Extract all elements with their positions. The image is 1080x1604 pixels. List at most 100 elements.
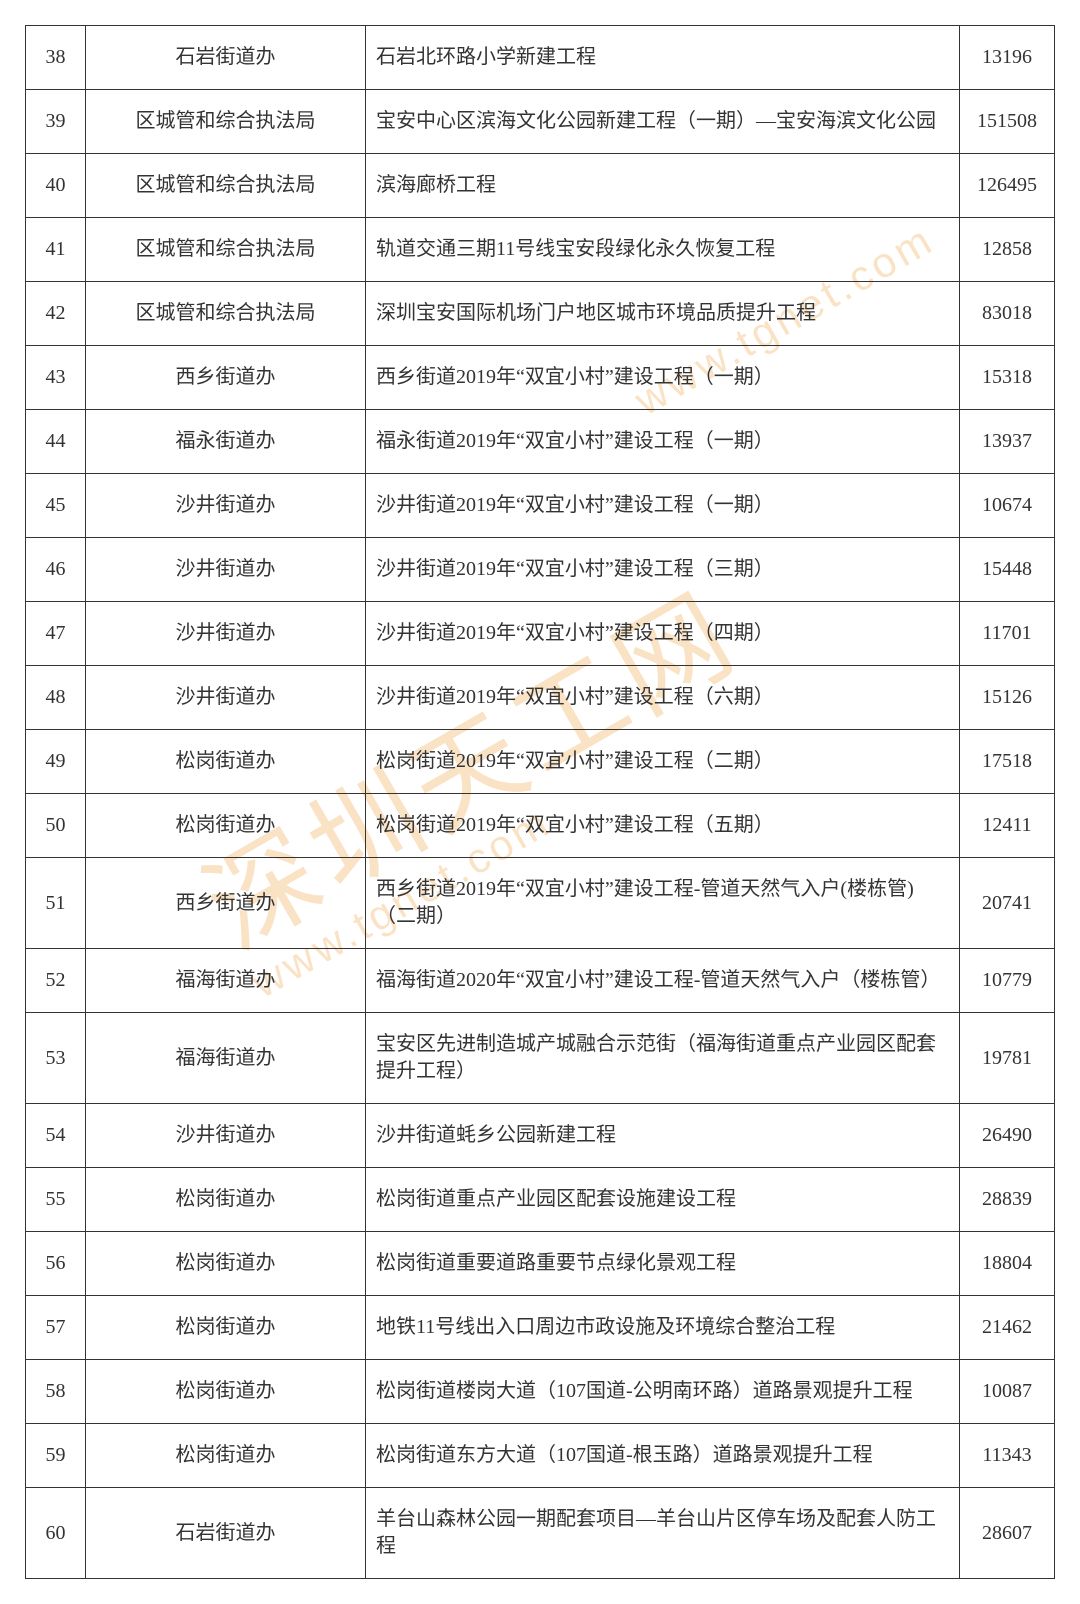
- department-cell: 西乡街道办: [86, 346, 366, 410]
- table-row: 59松岗街道办松岗街道东方大道（107国道-根玉路）道路景观提升工程11343: [26, 1424, 1055, 1488]
- row-number: 46: [26, 538, 86, 602]
- row-number: 41: [26, 218, 86, 282]
- department-cell: 松岗街道办: [86, 1360, 366, 1424]
- value-cell: 12411: [960, 794, 1055, 858]
- project-name-cell: 沙井街道2019年“双宜小村”建设工程（三期）: [366, 538, 960, 602]
- project-name-cell: 宝安区先进制造城产城融合示范街（福海街道重点产业园区配套提升工程）: [366, 1013, 960, 1104]
- value-cell: 17518: [960, 730, 1055, 794]
- value-cell: 18804: [960, 1232, 1055, 1296]
- table-row: 40区城管和综合执法局滨海廊桥工程126495: [26, 154, 1055, 218]
- department-cell: 福永街道办: [86, 410, 366, 474]
- project-name-cell: 轨道交通三期11号线宝安段绿化永久恢复工程: [366, 218, 960, 282]
- department-cell: 沙井街道办: [86, 474, 366, 538]
- table-row: 60石岩街道办羊台山森林公园一期配套项目—羊台山片区停车场及配套人防工程2860…: [26, 1488, 1055, 1579]
- value-cell: 126495: [960, 154, 1055, 218]
- table-row: 42区城管和综合执法局深圳宝安国际机场门户地区城市环境品质提升工程83018: [26, 282, 1055, 346]
- value-cell: 21462: [960, 1296, 1055, 1360]
- row-number: 49: [26, 730, 86, 794]
- project-name-cell: 沙井街道2019年“双宜小村”建设工程（四期）: [366, 602, 960, 666]
- row-number: 42: [26, 282, 86, 346]
- row-number: 44: [26, 410, 86, 474]
- table-row: 51西乡街道办西乡街道2019年“双宜小村”建设工程-管道天然气入户(楼栋管)（…: [26, 858, 1055, 949]
- value-cell: 19781: [960, 1013, 1055, 1104]
- table-row: 49松岗街道办松岗街道2019年“双宜小村”建设工程（二期）17518: [26, 730, 1055, 794]
- department-cell: 沙井街道办: [86, 538, 366, 602]
- project-name-cell: 松岗街道重点产业园区配套设施建设工程: [366, 1168, 960, 1232]
- department-cell: 福海街道办: [86, 949, 366, 1013]
- project-name-cell: 西乡街道2019年“双宜小村”建设工程（一期）: [366, 346, 960, 410]
- value-cell: 10674: [960, 474, 1055, 538]
- row-number: 57: [26, 1296, 86, 1360]
- table-row: 45沙井街道办沙井街道2019年“双宜小村”建设工程（一期）10674: [26, 474, 1055, 538]
- table-row: 55松岗街道办松岗街道重点产业园区配套设施建设工程28839: [26, 1168, 1055, 1232]
- department-cell: 松岗街道办: [86, 1232, 366, 1296]
- department-cell: 松岗街道办: [86, 794, 366, 858]
- table-row: 47沙井街道办沙井街道2019年“双宜小村”建设工程（四期）11701: [26, 602, 1055, 666]
- department-cell: 松岗街道办: [86, 1424, 366, 1488]
- row-number: 54: [26, 1104, 86, 1168]
- value-cell: 28839: [960, 1168, 1055, 1232]
- department-cell: 区城管和综合执法局: [86, 90, 366, 154]
- table-row: 44福永街道办福永街道2019年“双宜小村”建设工程（一期）13937: [26, 410, 1055, 474]
- row-number: 39: [26, 90, 86, 154]
- table-row: 54沙井街道办沙井街道蚝乡公园新建工程26490: [26, 1104, 1055, 1168]
- value-cell: 15318: [960, 346, 1055, 410]
- department-cell: 福海街道办: [86, 1013, 366, 1104]
- value-cell: 13937: [960, 410, 1055, 474]
- department-cell: 松岗街道办: [86, 1296, 366, 1360]
- value-cell: 12858: [960, 218, 1055, 282]
- table-row: 57松岗街道办地铁11号线出入口周边市政设施及环境综合整治工程21462: [26, 1296, 1055, 1360]
- department-cell: 区城管和综合执法局: [86, 282, 366, 346]
- project-name-cell: 松岗街道重要道路重要节点绿化景观工程: [366, 1232, 960, 1296]
- projects-table: 38石岩街道办石岩北环路小学新建工程1319639区城管和综合执法局宝安中心区滨…: [25, 25, 1055, 1579]
- row-number: 47: [26, 602, 86, 666]
- row-number: 56: [26, 1232, 86, 1296]
- project-name-cell: 深圳宝安国际机场门户地区城市环境品质提升工程: [366, 282, 960, 346]
- row-number: 50: [26, 794, 86, 858]
- department-cell: 松岗街道办: [86, 730, 366, 794]
- row-number: 52: [26, 949, 86, 1013]
- value-cell: 15448: [960, 538, 1055, 602]
- table-row: 53福海街道办宝安区先进制造城产城融合示范街（福海街道重点产业园区配套提升工程）…: [26, 1013, 1055, 1104]
- project-name-cell: 滨海廊桥工程: [366, 154, 960, 218]
- table-row: 46沙井街道办沙井街道2019年“双宜小村”建设工程（三期）15448: [26, 538, 1055, 602]
- project-name-cell: 宝安中心区滨海文化公园新建工程（一期）—宝安海滨文化公园: [366, 90, 960, 154]
- table-row: 52福海街道办福海街道2020年“双宜小村”建设工程-管道天然气入户（楼栋管）1…: [26, 949, 1055, 1013]
- row-number: 45: [26, 474, 86, 538]
- value-cell: 20741: [960, 858, 1055, 949]
- department-cell: 沙井街道办: [86, 1104, 366, 1168]
- department-cell: 石岩街道办: [86, 26, 366, 90]
- department-cell: 西乡街道办: [86, 858, 366, 949]
- row-number: 59: [26, 1424, 86, 1488]
- project-name-cell: 沙井街道2019年“双宜小村”建设工程（一期）: [366, 474, 960, 538]
- value-cell: 83018: [960, 282, 1055, 346]
- project-name-cell: 石岩北环路小学新建工程: [366, 26, 960, 90]
- table-row: 48沙井街道办沙井街道2019年“双宜小村”建设工程（六期）15126: [26, 666, 1055, 730]
- department-cell: 区城管和综合执法局: [86, 218, 366, 282]
- project-name-cell: 松岗街道2019年“双宜小村”建设工程（二期）: [366, 730, 960, 794]
- project-name-cell: 西乡街道2019年“双宜小村”建设工程-管道天然气入户(楼栋管)（二期）: [366, 858, 960, 949]
- table-row: 56松岗街道办松岗街道重要道路重要节点绿化景观工程18804: [26, 1232, 1055, 1296]
- row-number: 58: [26, 1360, 86, 1424]
- value-cell: 28607: [960, 1488, 1055, 1579]
- value-cell: 10087: [960, 1360, 1055, 1424]
- value-cell: 151508: [960, 90, 1055, 154]
- value-cell: 26490: [960, 1104, 1055, 1168]
- row-number: 40: [26, 154, 86, 218]
- project-name-cell: 地铁11号线出入口周边市政设施及环境综合整治工程: [366, 1296, 960, 1360]
- value-cell: 13196: [960, 26, 1055, 90]
- project-name-cell: 松岗街道楼岗大道（107国道-公明南环路）道路景观提升工程: [366, 1360, 960, 1424]
- row-number: 51: [26, 858, 86, 949]
- department-cell: 松岗街道办: [86, 1168, 366, 1232]
- row-number: 43: [26, 346, 86, 410]
- row-number: 53: [26, 1013, 86, 1104]
- table-row: 41区城管和综合执法局轨道交通三期11号线宝安段绿化永久恢复工程12858: [26, 218, 1055, 282]
- project-name-cell: 羊台山森林公园一期配套项目—羊台山片区停车场及配套人防工程: [366, 1488, 960, 1579]
- project-name-cell: 福永街道2019年“双宜小村”建设工程（一期）: [366, 410, 960, 474]
- department-cell: 沙井街道办: [86, 602, 366, 666]
- department-cell: 沙井街道办: [86, 666, 366, 730]
- value-cell: 10779: [960, 949, 1055, 1013]
- value-cell: 11343: [960, 1424, 1055, 1488]
- project-name-cell: 福海街道2020年“双宜小村”建设工程-管道天然气入户（楼栋管）: [366, 949, 960, 1013]
- table-row: 58松岗街道办松岗街道楼岗大道（107国道-公明南环路）道路景观提升工程1008…: [26, 1360, 1055, 1424]
